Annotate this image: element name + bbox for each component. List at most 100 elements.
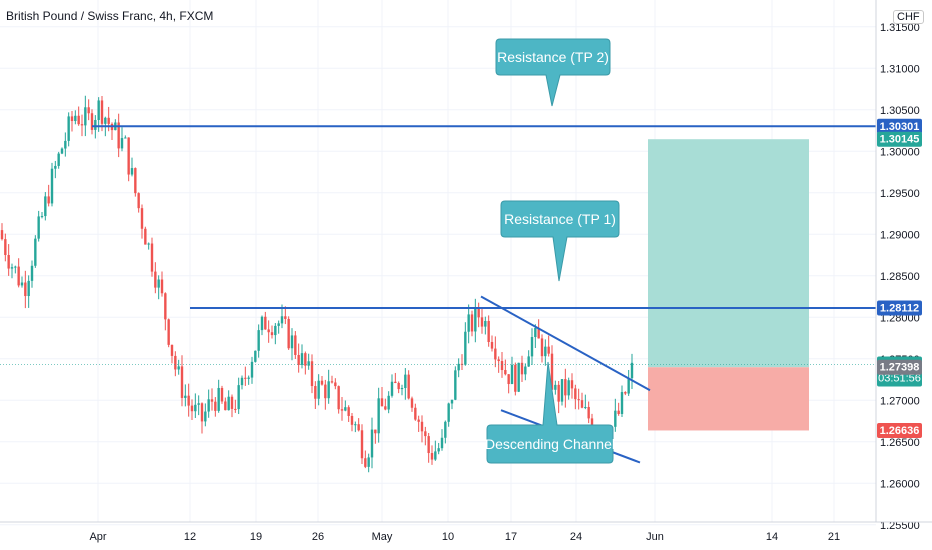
candle-body bbox=[250, 361, 254, 378]
candle-body bbox=[117, 122, 120, 149]
y-tick-label: 1.29000 bbox=[880, 229, 920, 241]
candle-body bbox=[587, 406, 590, 419]
tp2-callout[interactable]: Resistance (TP 2) bbox=[495, 38, 611, 107]
candle-body bbox=[447, 403, 450, 422]
candle-body bbox=[570, 380, 574, 389]
candle-body bbox=[627, 378, 630, 394]
candle-body bbox=[47, 196, 50, 204]
callouts[interactable]: Resistance (TP 2) Resistance (TP 1) Descen… bbox=[485, 38, 620, 464]
candle-body bbox=[490, 342, 494, 349]
candle-body bbox=[274, 325, 277, 336]
price-axis[interactable]: 1.31500 1.31000 1.30500 1.30000 1.29500 1.290… bbox=[875, 0, 920, 532]
candle-body bbox=[310, 361, 314, 387]
candle-body bbox=[450, 399, 454, 404]
x-tick-label: 14 bbox=[766, 531, 778, 543]
candle-body bbox=[277, 323, 280, 326]
candle-body bbox=[234, 408, 237, 410]
candle-body bbox=[204, 411, 207, 422]
y-tick-label: 1.31500 bbox=[880, 22, 920, 34]
candle-body bbox=[24, 282, 27, 297]
tp2-bubble bbox=[495, 38, 611, 107]
price-label-box bbox=[877, 131, 922, 147]
candle-body bbox=[357, 424, 360, 431]
candle-body bbox=[314, 386, 317, 399]
y-tick-label: 1.29500 bbox=[880, 188, 920, 200]
candle-body bbox=[327, 381, 330, 399]
y-tick-label: 1.25500 bbox=[880, 520, 920, 532]
tp1-label: Resistance (TP 1) bbox=[504, 211, 616, 227]
price-label-box bbox=[877, 359, 922, 375]
currency-badge[interactable]: CHF bbox=[893, 10, 924, 24]
candle-body bbox=[40, 216, 44, 218]
y-tick-label: 1.30000 bbox=[880, 146, 920, 158]
candle-body bbox=[410, 398, 414, 408]
candle-body bbox=[237, 385, 240, 410]
candle-body bbox=[364, 458, 367, 467]
candle-body bbox=[484, 320, 487, 327]
candle-body bbox=[567, 380, 570, 396]
candle-body bbox=[500, 361, 504, 371]
candle-body bbox=[457, 363, 460, 371]
target-zone bbox=[648, 139, 809, 368]
candle-body bbox=[624, 392, 627, 394]
candle-body bbox=[294, 335, 297, 355]
candle-body bbox=[254, 350, 257, 362]
candle-body bbox=[84, 107, 87, 126]
candle-body bbox=[174, 355, 177, 370]
x-tick-label: Jun bbox=[646, 531, 664, 543]
y-tick-label: 1.31000 bbox=[880, 63, 920, 75]
candle-body bbox=[510, 364, 514, 385]
candle-body bbox=[107, 117, 110, 124]
time-axis[interactable]: Apr 12 19 26 May 10 17 24 Jun 14 21 bbox=[0, 521, 932, 543]
candle-body bbox=[34, 238, 37, 266]
candle-body bbox=[330, 381, 334, 383]
chart-title: British Pound / Swiss Franc, 4h, FXCM bbox=[6, 9, 214, 23]
candle-body bbox=[297, 354, 300, 365]
candle-body bbox=[304, 353, 307, 366]
candle-body bbox=[424, 431, 427, 437]
candle-body bbox=[494, 348, 497, 360]
candle-body bbox=[264, 316, 267, 330]
candle-body bbox=[557, 384, 560, 402]
candle-body bbox=[284, 316, 287, 319]
price-label-text: 1.28112 bbox=[880, 302, 919, 314]
candle-body bbox=[337, 386, 340, 410]
candle-body bbox=[217, 387, 220, 411]
candle-body bbox=[300, 353, 304, 365]
candles[interactable] bbox=[0, 95, 634, 473]
candle-body bbox=[477, 307, 480, 318]
candle-body bbox=[530, 337, 534, 357]
candle-body bbox=[464, 331, 467, 365]
candle-body bbox=[377, 398, 380, 434]
candle-body bbox=[290, 335, 294, 349]
candle-body bbox=[514, 364, 517, 392]
x-tick-label: 24 bbox=[570, 531, 582, 543]
candle-body bbox=[140, 208, 144, 229]
candle-body bbox=[407, 374, 410, 399]
candle-body bbox=[87, 107, 90, 114]
channel-bubble bbox=[486, 361, 614, 464]
stop-zone bbox=[648, 367, 809, 431]
candle-body bbox=[54, 165, 57, 169]
candle-body bbox=[200, 403, 204, 422]
candle-body bbox=[37, 216, 40, 239]
horizontal-levels[interactable] bbox=[0, 125, 876, 365]
candle-body bbox=[77, 115, 80, 125]
y-tick-label: 1.26000 bbox=[880, 478, 920, 490]
candle-body bbox=[387, 395, 390, 410]
candle-body bbox=[590, 418, 594, 430]
candle-body bbox=[104, 117, 107, 124]
candle-body bbox=[0, 230, 4, 240]
candle-body bbox=[270, 332, 274, 336]
tp1-callout[interactable]: Resistance (TP 1) bbox=[500, 200, 620, 282]
candle-body bbox=[90, 113, 94, 130]
candle-body bbox=[420, 421, 424, 432]
candle-body bbox=[527, 356, 530, 367]
candle-body bbox=[320, 380, 324, 385]
position-zones[interactable] bbox=[648, 139, 809, 431]
x-tick-label: May bbox=[372, 531, 393, 543]
candle-body bbox=[50, 168, 54, 204]
channel-callout[interactable]: Descending Channel bbox=[485, 361, 615, 464]
candle-body bbox=[397, 382, 400, 390]
